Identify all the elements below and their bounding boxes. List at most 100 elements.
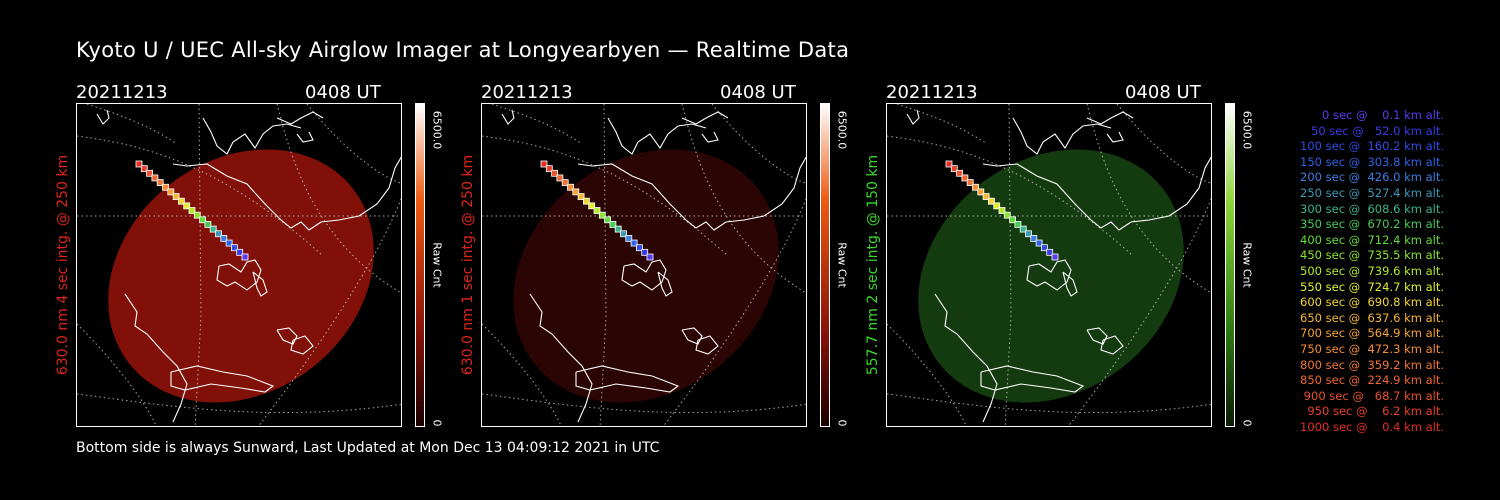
trajectory-marker — [1003, 211, 1011, 219]
trajectory-marker — [209, 225, 217, 233]
trajectory-marker — [630, 239, 638, 247]
legend-entry: 200 sec @ 426.0 km alt. — [1296, 170, 1444, 185]
legend-entry: 900 sec @ 68.7 km alt. — [1300, 388, 1444, 403]
trajectory-marker — [945, 160, 953, 168]
panel-3-image — [886, 103, 1212, 427]
trajectory-marker — [540, 160, 548, 168]
trajectory-marker — [982, 193, 990, 200]
trajectory-marker — [241, 253, 249, 261]
graticule-line — [77, 393, 401, 414]
graticule-line — [77, 323, 157, 426]
coastline — [170, 365, 275, 393]
page-title: Kyoto U / UEC All-sky Airglow Imager at … — [76, 38, 850, 62]
footer-note: Bottom side is always Sunward, Last Upda… — [76, 440, 660, 456]
graticule-line — [86, 104, 178, 145]
trajectory-marker — [162, 183, 169, 191]
trajectory-marker — [556, 174, 564, 182]
trajectory-marker — [998, 207, 1006, 214]
graticule-line — [491, 104, 583, 145]
panel-2-date: 20211213 — [481, 82, 573, 103]
graticule-line — [599, 104, 607, 426]
legend-entry: 750 sec @ 472.3 km alt. — [1296, 341, 1444, 356]
panel-1-colorbar-min: 0 — [430, 419, 444, 427]
panel-3-colorbar — [1225, 103, 1235, 427]
panel-2-colorbar-unit: Raw Cnt — [835, 242, 849, 288]
legend-entry: 250 sec @ 527.4 km alt. — [1296, 185, 1444, 200]
trajectory-marker — [220, 234, 228, 242]
trajectory-marker — [156, 179, 164, 186]
coastline — [252, 271, 268, 297]
legend-entry: 550 sec @ 724.7 km alt. — [1296, 279, 1444, 294]
trajectory-marker — [567, 183, 574, 191]
coastline — [934, 293, 998, 423]
trajectory-marker — [988, 197, 995, 205]
trajectory-marker — [635, 244, 643, 252]
graticule-line — [662, 197, 806, 426]
graticule-line — [306, 104, 401, 184]
legend-entry: 600 sec @ 690.8 km alt. — [1296, 295, 1444, 310]
trajectory-marker — [604, 216, 611, 224]
trajectory-marker — [236, 248, 244, 256]
coastline — [980, 365, 1085, 393]
trajectory-marker — [561, 179, 569, 186]
coastline — [202, 117, 302, 155]
legend-entry: 1000 sec @ 0.4 km alt. — [1300, 419, 1444, 434]
trajectory-marker — [598, 211, 606, 219]
panel-2-colorbar-min: 0 — [835, 419, 849, 427]
legend-entry: 0 sec @ 0.1 km alt. — [1311, 108, 1444, 122]
trajectory-marker — [588, 202, 596, 210]
trajectory-marker — [972, 183, 979, 191]
trajectory-marker — [625, 234, 633, 242]
graticule-line — [711, 104, 806, 184]
coastline — [1100, 335, 1124, 355]
panel-2-colorbar-max: 6500.0 — [835, 110, 849, 150]
coastline — [607, 117, 707, 155]
panel-1-image — [76, 103, 402, 427]
trajectory-marker — [1035, 239, 1043, 247]
coastline — [681, 327, 703, 345]
trajectory-marker — [1014, 221, 1022, 228]
trajectory-marker — [135, 160, 143, 168]
trajectory-marker — [1040, 244, 1048, 252]
graticule-line — [1067, 197, 1211, 426]
trajectory-marker — [225, 239, 233, 247]
map-svg — [482, 104, 806, 426]
map-svg — [77, 104, 401, 426]
trajectory-marker — [172, 193, 180, 200]
legend-entry: 700 sec @ 564.9 km alt. — [1296, 326, 1444, 341]
legend-entry: 350 sec @ 670.2 km alt. — [1296, 217, 1444, 232]
trajectory-marker — [583, 197, 590, 205]
panel-1-date: 20211213 — [76, 82, 168, 103]
trajectory-marker — [188, 207, 196, 214]
panel-1-time: 0408 UT — [305, 82, 381, 103]
trajectory-legend: 0 sec @ 0.1 km alt. 50 sec @ 52.0 km alt… — [1262, 108, 1444, 435]
trajectory-marker — [646, 253, 654, 261]
legend-entry: 500 sec @ 739.6 km alt. — [1296, 263, 1444, 278]
trajectory-marker — [577, 193, 585, 200]
legend-entry: 400 sec @ 712.4 km alt. — [1296, 232, 1444, 247]
graticule-line — [482, 323, 562, 426]
coastline — [276, 327, 298, 345]
coastline — [577, 156, 806, 231]
coastline — [124, 293, 188, 423]
legend-entry: 100 sec @ 160.2 km alt. — [1296, 139, 1444, 154]
graticule-line — [896, 104, 988, 145]
legend-entry: 50 sec @ 52.0 km alt. — [1303, 123, 1444, 138]
coastline — [172, 156, 401, 231]
graticule-line — [681, 104, 806, 294]
graticule-line — [887, 393, 1211, 414]
trajectory-marker — [178, 197, 185, 205]
trajectory-marker — [151, 174, 159, 182]
trajectory-marker — [614, 225, 622, 233]
panel-2-ylabel: 630.0 nm 1 sec intg. @ 250 km — [460, 154, 476, 376]
trajectory-marker — [641, 248, 649, 256]
trajectory-marker — [230, 244, 238, 252]
graticule-line — [276, 104, 401, 294]
coastline — [1012, 117, 1112, 155]
trajectory-marker — [977, 188, 985, 196]
coastline — [701, 131, 719, 143]
coastline — [681, 111, 729, 125]
coastline — [575, 365, 680, 393]
trajectory-marker — [1009, 216, 1016, 224]
legend-entry: 450 sec @ 735.5 km alt. — [1296, 248, 1444, 263]
